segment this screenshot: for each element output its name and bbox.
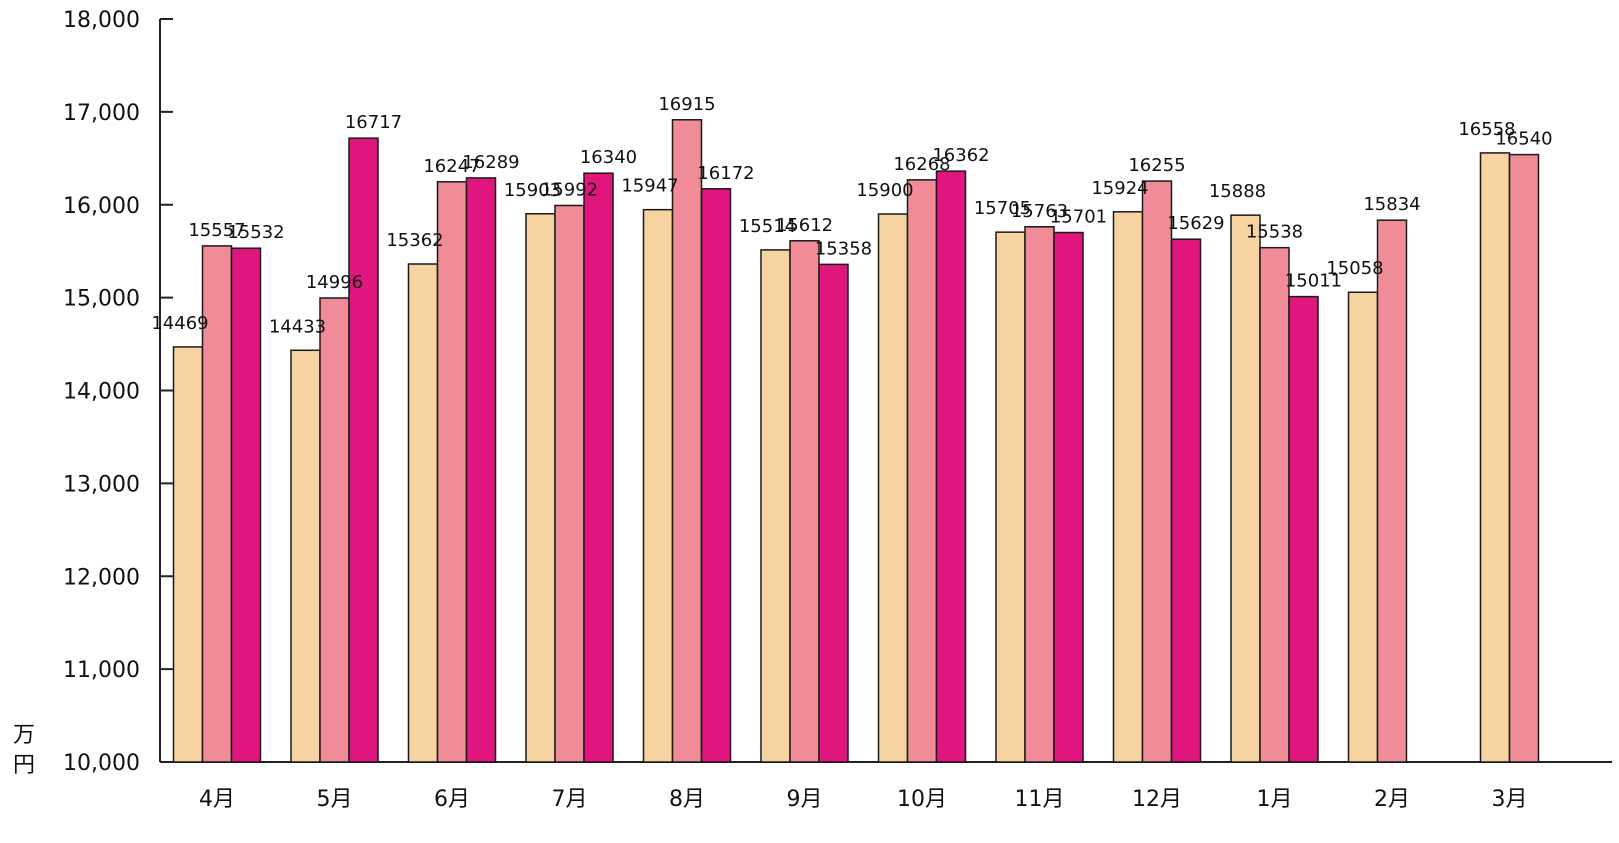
x-tick-label: 5月 (317, 787, 353, 812)
x-tick-label: 6月 (434, 787, 470, 812)
x-tick-label: 8月 (669, 787, 705, 812)
data-label: 14469 (151, 313, 208, 334)
data-label: 15629 (1167, 213, 1224, 234)
data-label: 15557 (188, 220, 245, 241)
axes-layer: 10,000 11,000 12,000 13,000 14,000 15,000 16,0… (63, 8, 1612, 776)
bar-2月-s1 (1347, 291, 1379, 763)
bar-7月-s2 (554, 204, 585, 763)
data-label: 14996 (306, 272, 363, 293)
data-label: 16540 (1495, 129, 1552, 150)
data-label: 15900 (856, 180, 913, 201)
bar-12月-s1 (1112, 211, 1144, 763)
bar-9月-s3 (818, 263, 849, 763)
bar-7月-s1 (525, 213, 556, 763)
bar-1月-s2 (1259, 246, 1290, 763)
data-label: 15514 (739, 216, 796, 237)
bar-11月-s2 (1024, 226, 1055, 763)
data-label: 16340 (580, 147, 637, 168)
bar-7月-s3 (583, 172, 614, 763)
bar-5月-s1 (290, 349, 321, 763)
data-label: 15362 (386, 230, 443, 251)
data-label: 15538 (1246, 222, 1303, 243)
x-tick-label: 3月 (1492, 787, 1528, 812)
data-label: 15058 (1326, 258, 1383, 279)
bar-1月-s3 (1288, 295, 1319, 763)
bar-8月-s1 (642, 208, 674, 763)
y-tick-label: 13,000 (63, 472, 140, 497)
y-axis-unit-char: 万 (13, 723, 35, 748)
data-label: 15612 (776, 215, 833, 236)
bar-8月-s3 (700, 188, 732, 763)
data-label: 15701 (1050, 207, 1107, 228)
bar-6月-s3 (465, 177, 497, 763)
data-label: 15924 (1091, 178, 1148, 199)
data-label: 14433 (269, 316, 326, 337)
data-label: 15705 (974, 198, 1031, 219)
x-tick-label: 4月 (199, 787, 235, 812)
y-tick-label: 18,000 (63, 8, 140, 33)
bar-9月-s2 (789, 240, 820, 763)
data-label: 16362 (932, 145, 989, 166)
bar-12月-s3 (1170, 238, 1202, 763)
bar-11月-s1 (995, 231, 1026, 763)
bar-12月-s2 (1141, 180, 1173, 763)
bar-1月-s1 (1230, 214, 1261, 763)
y-axis-unit-char: 円 (13, 753, 35, 778)
x-tick-label: 1月 (1257, 787, 1293, 812)
data-label: 15834 (1363, 194, 1420, 215)
bars-layer (172, 119, 1540, 763)
data-label: 15888 (1209, 181, 1266, 202)
bar-3月-s1 (1479, 152, 1511, 763)
bar-4月-s2 (201, 245, 233, 763)
y-tick-label: 12,000 (63, 565, 140, 590)
bar-10月-s2 (906, 179, 938, 763)
x-tick-label: 12月 (1132, 787, 1182, 812)
data-label: 15763 (1011, 201, 1068, 222)
x-tick-label: 7月 (552, 787, 588, 812)
data-label: 16247 (423, 156, 480, 177)
y-tick-label: 14,000 (63, 380, 140, 405)
y-tick-label: 17,000 (63, 101, 140, 126)
bar-6月-s2 (436, 181, 468, 763)
bar-5月-s2 (319, 297, 350, 763)
bar-5月-s3 (348, 137, 379, 763)
data-label: 16268 (893, 154, 950, 175)
bar-4月-s1 (172, 346, 204, 763)
data-label: 15947 (621, 176, 678, 197)
bar-10月-s1 (877, 213, 909, 763)
data-label: 16172 (697, 163, 754, 184)
bar-2月-s2 (1376, 219, 1408, 763)
data-label: 15358 (815, 238, 872, 259)
bar-9月-s1 (760, 249, 791, 763)
bar-6月-s1 (407, 263, 439, 763)
y-tick-label: 10,000 (63, 751, 140, 776)
data-label: 15992 (541, 179, 598, 200)
data-label: 16717 (345, 112, 402, 133)
data-label: 16255 (1128, 155, 1185, 176)
bar-3月-s2 (1508, 153, 1540, 763)
data-label: 16558 (1458, 119, 1515, 140)
data-label: 15532 (227, 222, 284, 243)
data-label: 16915 (658, 94, 715, 115)
y-axis-unit-label: 万円 (13, 723, 35, 778)
bar-4月-s3 (230, 247, 262, 763)
data-label: 15011 (1285, 271, 1342, 292)
bar-8月-s2 (671, 119, 703, 763)
y-tick-label: 15,000 (63, 287, 140, 312)
y-tick-label: 16,000 (63, 194, 140, 219)
bar-10月-s3 (935, 170, 967, 763)
bar-11月-s3 (1053, 231, 1084, 763)
x-tick-label: 11月 (1015, 787, 1065, 812)
data-label: 16289 (462, 152, 519, 173)
x-tick-label: 10月 (897, 787, 947, 812)
x-tick-label: 2月 (1374, 787, 1410, 812)
y-tick-label: 11,000 (63, 658, 140, 683)
data-label: 15903 (504, 180, 561, 201)
x-tick-label: 9月 (787, 787, 823, 812)
